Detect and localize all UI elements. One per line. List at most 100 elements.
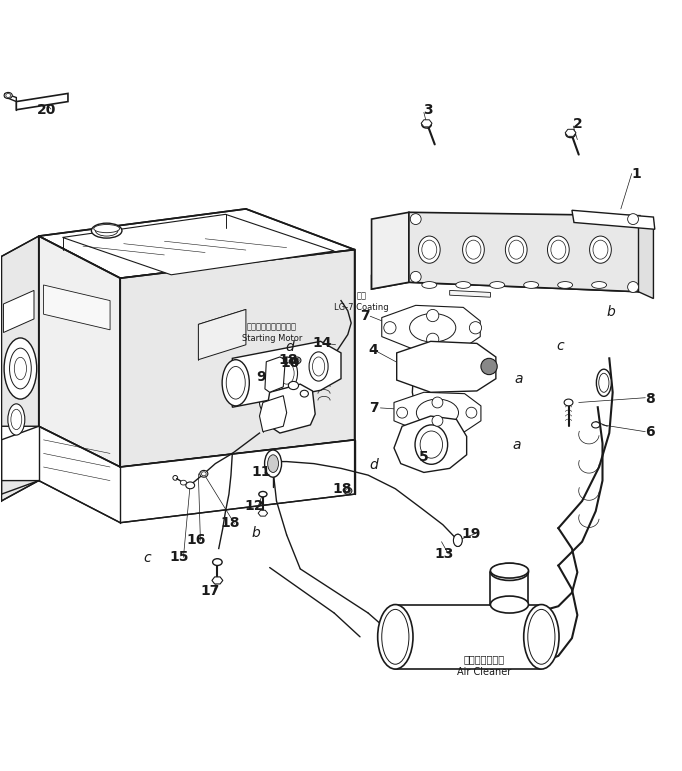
Ellipse shape bbox=[344, 487, 352, 494]
Ellipse shape bbox=[432, 416, 443, 426]
Ellipse shape bbox=[551, 240, 566, 259]
Ellipse shape bbox=[454, 534, 462, 547]
Text: a: a bbox=[515, 372, 523, 386]
Ellipse shape bbox=[8, 404, 25, 435]
Ellipse shape bbox=[599, 373, 609, 392]
Ellipse shape bbox=[378, 604, 413, 669]
Ellipse shape bbox=[384, 322, 396, 334]
Text: スターティングモータ
Starting Motor: スターティングモータ Starting Motor bbox=[241, 322, 302, 343]
Ellipse shape bbox=[505, 236, 527, 263]
Ellipse shape bbox=[411, 271, 421, 282]
Polygon shape bbox=[1, 236, 39, 501]
Ellipse shape bbox=[596, 369, 611, 396]
Text: 17: 17 bbox=[201, 584, 220, 598]
Text: 10: 10 bbox=[280, 356, 300, 370]
Ellipse shape bbox=[528, 609, 555, 665]
Ellipse shape bbox=[590, 236, 611, 263]
Ellipse shape bbox=[593, 240, 608, 259]
Ellipse shape bbox=[490, 281, 505, 288]
Polygon shape bbox=[449, 291, 490, 297]
Ellipse shape bbox=[186, 482, 194, 489]
Text: d: d bbox=[286, 340, 295, 354]
Ellipse shape bbox=[309, 352, 328, 381]
Polygon shape bbox=[372, 268, 640, 291]
Ellipse shape bbox=[222, 360, 250, 406]
Text: c: c bbox=[144, 551, 151, 565]
Ellipse shape bbox=[426, 333, 439, 345]
Text: 15: 15 bbox=[170, 550, 189, 564]
Text: 20: 20 bbox=[38, 103, 57, 117]
Ellipse shape bbox=[469, 322, 481, 334]
Text: b: b bbox=[607, 305, 616, 319]
Polygon shape bbox=[421, 120, 432, 127]
Ellipse shape bbox=[293, 357, 301, 364]
Polygon shape bbox=[39, 209, 355, 278]
Polygon shape bbox=[5, 93, 16, 102]
Ellipse shape bbox=[295, 359, 299, 362]
Ellipse shape bbox=[558, 281, 573, 288]
Text: c: c bbox=[556, 339, 563, 353]
Polygon shape bbox=[265, 357, 285, 392]
Text: 塗布
LG-7 Coating: 塗布 LG-7 Coating bbox=[334, 291, 389, 312]
Text: 14: 14 bbox=[312, 336, 331, 350]
Ellipse shape bbox=[4, 338, 37, 399]
Text: 7: 7 bbox=[369, 401, 379, 415]
Ellipse shape bbox=[456, 537, 460, 544]
Ellipse shape bbox=[627, 214, 638, 224]
Ellipse shape bbox=[397, 407, 408, 418]
Ellipse shape bbox=[91, 223, 122, 238]
Ellipse shape bbox=[422, 240, 436, 259]
Polygon shape bbox=[1, 426, 355, 523]
Ellipse shape bbox=[419, 236, 440, 263]
Polygon shape bbox=[372, 212, 409, 289]
Ellipse shape bbox=[454, 534, 462, 547]
Text: b: b bbox=[252, 526, 261, 540]
Ellipse shape bbox=[226, 366, 246, 399]
Ellipse shape bbox=[180, 480, 186, 485]
Text: a: a bbox=[512, 438, 520, 452]
Polygon shape bbox=[258, 510, 267, 516]
Ellipse shape bbox=[276, 357, 297, 389]
Ellipse shape bbox=[10, 348, 31, 389]
Polygon shape bbox=[565, 130, 576, 136]
Polygon shape bbox=[397, 342, 496, 392]
Ellipse shape bbox=[267, 455, 278, 473]
Ellipse shape bbox=[300, 390, 308, 397]
Ellipse shape bbox=[259, 389, 286, 416]
Ellipse shape bbox=[417, 399, 458, 426]
Ellipse shape bbox=[264, 394, 282, 411]
Text: エアークリーナ
Air Cleaner: エアークリーナ Air Cleaner bbox=[456, 654, 511, 677]
Polygon shape bbox=[39, 236, 120, 467]
Ellipse shape bbox=[422, 281, 436, 288]
Ellipse shape bbox=[566, 131, 576, 137]
Ellipse shape bbox=[14, 357, 27, 380]
Ellipse shape bbox=[548, 236, 569, 263]
Polygon shape bbox=[409, 212, 640, 291]
Polygon shape bbox=[572, 210, 655, 229]
Ellipse shape bbox=[345, 489, 350, 493]
Ellipse shape bbox=[490, 564, 529, 581]
Polygon shape bbox=[44, 285, 110, 330]
Text: 18: 18 bbox=[278, 352, 298, 367]
Text: 4: 4 bbox=[369, 343, 379, 357]
Ellipse shape bbox=[564, 399, 573, 406]
Ellipse shape bbox=[382, 609, 409, 665]
Ellipse shape bbox=[95, 225, 118, 236]
Text: d: d bbox=[369, 458, 378, 472]
Ellipse shape bbox=[410, 314, 456, 342]
Ellipse shape bbox=[411, 214, 421, 224]
Ellipse shape bbox=[509, 240, 524, 259]
Ellipse shape bbox=[201, 472, 206, 476]
Text: 12: 12 bbox=[244, 500, 264, 513]
Text: 3: 3 bbox=[423, 103, 433, 117]
Ellipse shape bbox=[415, 425, 447, 464]
Ellipse shape bbox=[312, 357, 325, 376]
Text: 13: 13 bbox=[434, 547, 454, 561]
Polygon shape bbox=[638, 216, 653, 298]
Ellipse shape bbox=[524, 604, 559, 669]
Ellipse shape bbox=[420, 431, 443, 458]
Ellipse shape bbox=[466, 240, 481, 259]
Text: 1: 1 bbox=[632, 167, 641, 180]
Ellipse shape bbox=[6, 93, 10, 97]
Polygon shape bbox=[120, 250, 355, 467]
